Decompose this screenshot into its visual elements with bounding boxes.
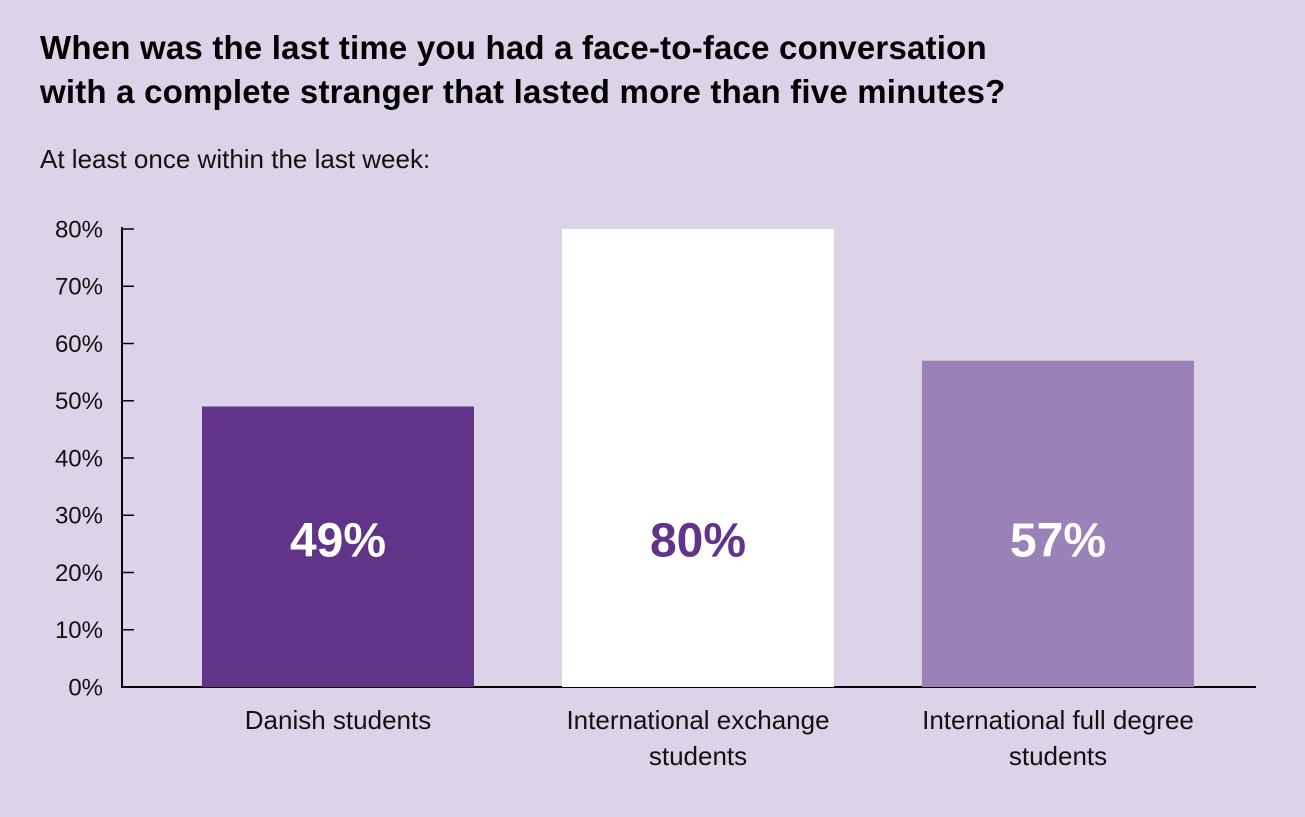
bar [562,229,834,687]
y-tick-label: 70% [55,274,103,301]
y-tick-label: 50% [55,388,103,415]
x-tick-label: International full degree students [922,705,1194,771]
y-tick-label: 40% [55,445,103,472]
y-tick-label: 10% [55,617,103,644]
value-label: 49% [290,515,386,568]
value-label: 80% [650,515,746,568]
bar [922,360,1194,687]
y-tick-label: 0% [68,674,103,701]
chart-subtitle: At least once within the last week: [40,144,431,174]
y-tick-label: 80% [55,216,103,243]
value-label: 57% [1010,515,1106,568]
y-tick-label: 30% [55,503,103,530]
y-tick-label: 20% [55,560,103,587]
x-tick-label: Danish students [244,705,432,735]
x-tick-label: International exchange students [566,705,830,771]
bar [202,406,474,687]
y-tick-label: 60% [55,331,103,358]
chart-title: When was the last time you had a face-to… [40,29,1006,110]
